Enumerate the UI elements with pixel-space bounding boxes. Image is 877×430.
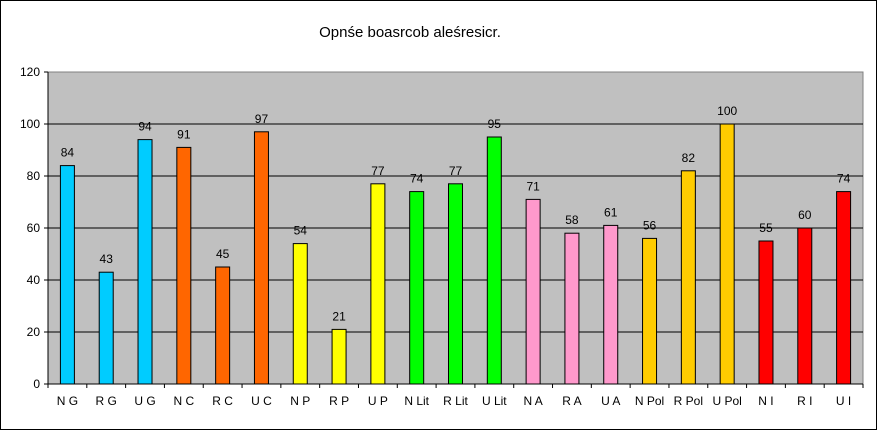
data-label: 61 [604, 205, 618, 219]
bar [331, 328, 347, 385]
bar [486, 136, 502, 385]
bar [137, 139, 153, 385]
data-labels: 84 43 94 91 45 97 54 21 77 74 77 95 71 58 61 56 82 100 55 6… [61, 104, 851, 323]
x-tick-label: N G [57, 394, 78, 408]
data-label: 55 [759, 221, 773, 235]
data-label: 82 [682, 151, 696, 165]
data-label: 43 [100, 252, 114, 266]
data-label: 94 [138, 120, 152, 134]
bar [564, 232, 580, 385]
x-tick-label: R Lit [443, 394, 468, 408]
bar [719, 123, 735, 385]
x-tick-label: R A [562, 394, 581, 408]
bar [680, 170, 696, 385]
data-label: 95 [488, 117, 502, 131]
y-tick-label: 60 [27, 221, 41, 235]
data-label: 21 [332, 309, 346, 323]
x-tick-label: N Lit [404, 394, 429, 408]
bar [836, 191, 852, 385]
y-axis-ticks: 0 20 40 60 80 100 120 [20, 65, 48, 391]
data-label: 91 [177, 127, 191, 141]
x-tick-label: U G [134, 394, 155, 408]
x-tick-label: R G [96, 394, 117, 408]
x-tick-label: R Pol [674, 394, 703, 408]
data-label: 54 [294, 224, 308, 238]
data-label: 74 [837, 172, 851, 186]
y-tick-label: 100 [20, 117, 40, 131]
data-label: 77 [449, 164, 463, 178]
x-tick-label: U C [251, 394, 272, 408]
bar [448, 183, 463, 385]
y-tick-label: 40 [27, 273, 41, 287]
bar [603, 224, 619, 385]
x-tick-label: U Pol [712, 394, 741, 408]
bar [98, 271, 114, 385]
x-tick-label: U P [368, 394, 388, 408]
x-axis-ticks: N G R G U G N C R C U C N P R P U P N Lit R Lit U L… [47, 384, 864, 408]
x-tick-label: N P [290, 394, 310, 408]
x-tick-label: R P [329, 394, 349, 408]
data-label: 60 [798, 208, 812, 222]
bar [292, 243, 308, 385]
bar [215, 266, 231, 385]
x-tick-label: N Pol [635, 394, 664, 408]
y-tick-label: 0 [33, 377, 40, 391]
data-label: 100 [717, 104, 737, 118]
bar [525, 198, 541, 385]
bar [176, 146, 192, 385]
x-tick-label: N A [523, 394, 542, 408]
bar [253, 131, 269, 385]
data-label: 77 [371, 164, 385, 178]
y-tick-label: 120 [20, 65, 40, 79]
x-tick-label: U A [601, 394, 620, 408]
data-label: 58 [565, 213, 579, 227]
y-tick-label: 80 [27, 169, 41, 183]
bar [797, 227, 813, 385]
chart-title: Opnśe boasrcob aleśresicr. [319, 24, 501, 41]
y-tick-label: 20 [27, 325, 41, 339]
bars [59, 123, 852, 385]
x-tick-label: U I [836, 394, 851, 408]
data-label: 56 [643, 218, 657, 232]
x-tick-label: U Lit [482, 394, 507, 408]
data-label: 84 [61, 146, 75, 160]
data-label: 74 [410, 172, 424, 186]
data-label: 71 [526, 179, 540, 193]
x-tick-label: R I [797, 394, 812, 408]
data-label: 45 [216, 247, 230, 261]
bar [758, 240, 774, 385]
bar [409, 191, 425, 385]
x-tick-label: R C [212, 394, 233, 408]
data-label: 97 [255, 112, 269, 126]
bar [370, 183, 386, 385]
x-tick-label: N C [173, 394, 194, 408]
x-tick-label: N I [758, 394, 773, 408]
bar [59, 165, 75, 385]
bar [642, 237, 658, 385]
